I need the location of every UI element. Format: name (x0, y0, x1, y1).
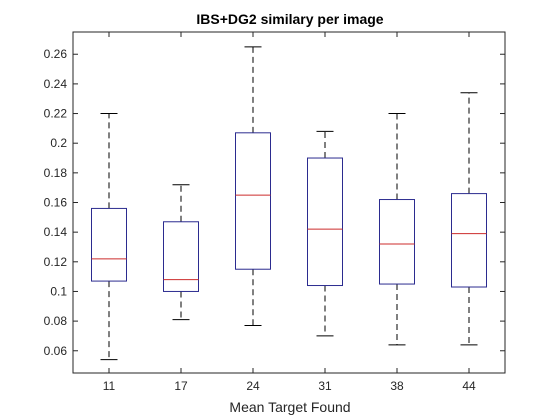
x-axis: 11 17 24 31 38 44 (103, 32, 476, 393)
iqr-box (379, 199, 415, 285)
x-tick-label: 31 (318, 379, 332, 393)
x-tick-label: 11 (103, 379, 116, 393)
iqr-box (451, 193, 487, 288)
box-38 (379, 113, 415, 346)
x-tick-label: 44 (462, 379, 476, 393)
y-tick-label: 0.12 (44, 255, 68, 269)
boxes-group (91, 46, 487, 361)
y-tick-label: 0.26 (44, 47, 68, 61)
iqr-box (163, 221, 199, 292)
box-31 (307, 130, 343, 337)
box-44 (451, 92, 487, 346)
y-tick-label: 0.24 (44, 77, 68, 91)
y-tick-label: 0.1 (50, 284, 67, 298)
box-24 (235, 46, 271, 327)
y-tick-label: 0.06 (44, 344, 68, 358)
y-tick-label: 0.18 (44, 166, 68, 180)
y-tick-label: 0.08 (44, 314, 68, 328)
y-axis: 0.06 0.08 0.1 0.12 0.14 0.16 0.18 0.2 0.22 0.24 0.… (44, 47, 505, 358)
iqr-box (307, 157, 343, 287)
y-tick-label: 0.14 (44, 225, 68, 239)
iqr-box (91, 207, 127, 282)
y-tick-label: 0.22 (44, 107, 68, 121)
y-tick-label: 0.2 (50, 136, 67, 150)
x-tick-label: 24 (246, 379, 260, 393)
plot-area-frame (72, 31, 506, 374)
x-axis-label: Mean Target Found (229, 399, 350, 415)
box-11 (91, 113, 127, 361)
y-tick-label: 0.16 (44, 196, 68, 210)
box-17 (163, 184, 199, 321)
x-tick-label: 38 (390, 379, 404, 393)
iqr-box (235, 132, 271, 270)
x-tick-label: 17 (174, 379, 188, 393)
chart-title: IBS+DG2 similary per image (196, 11, 383, 27)
